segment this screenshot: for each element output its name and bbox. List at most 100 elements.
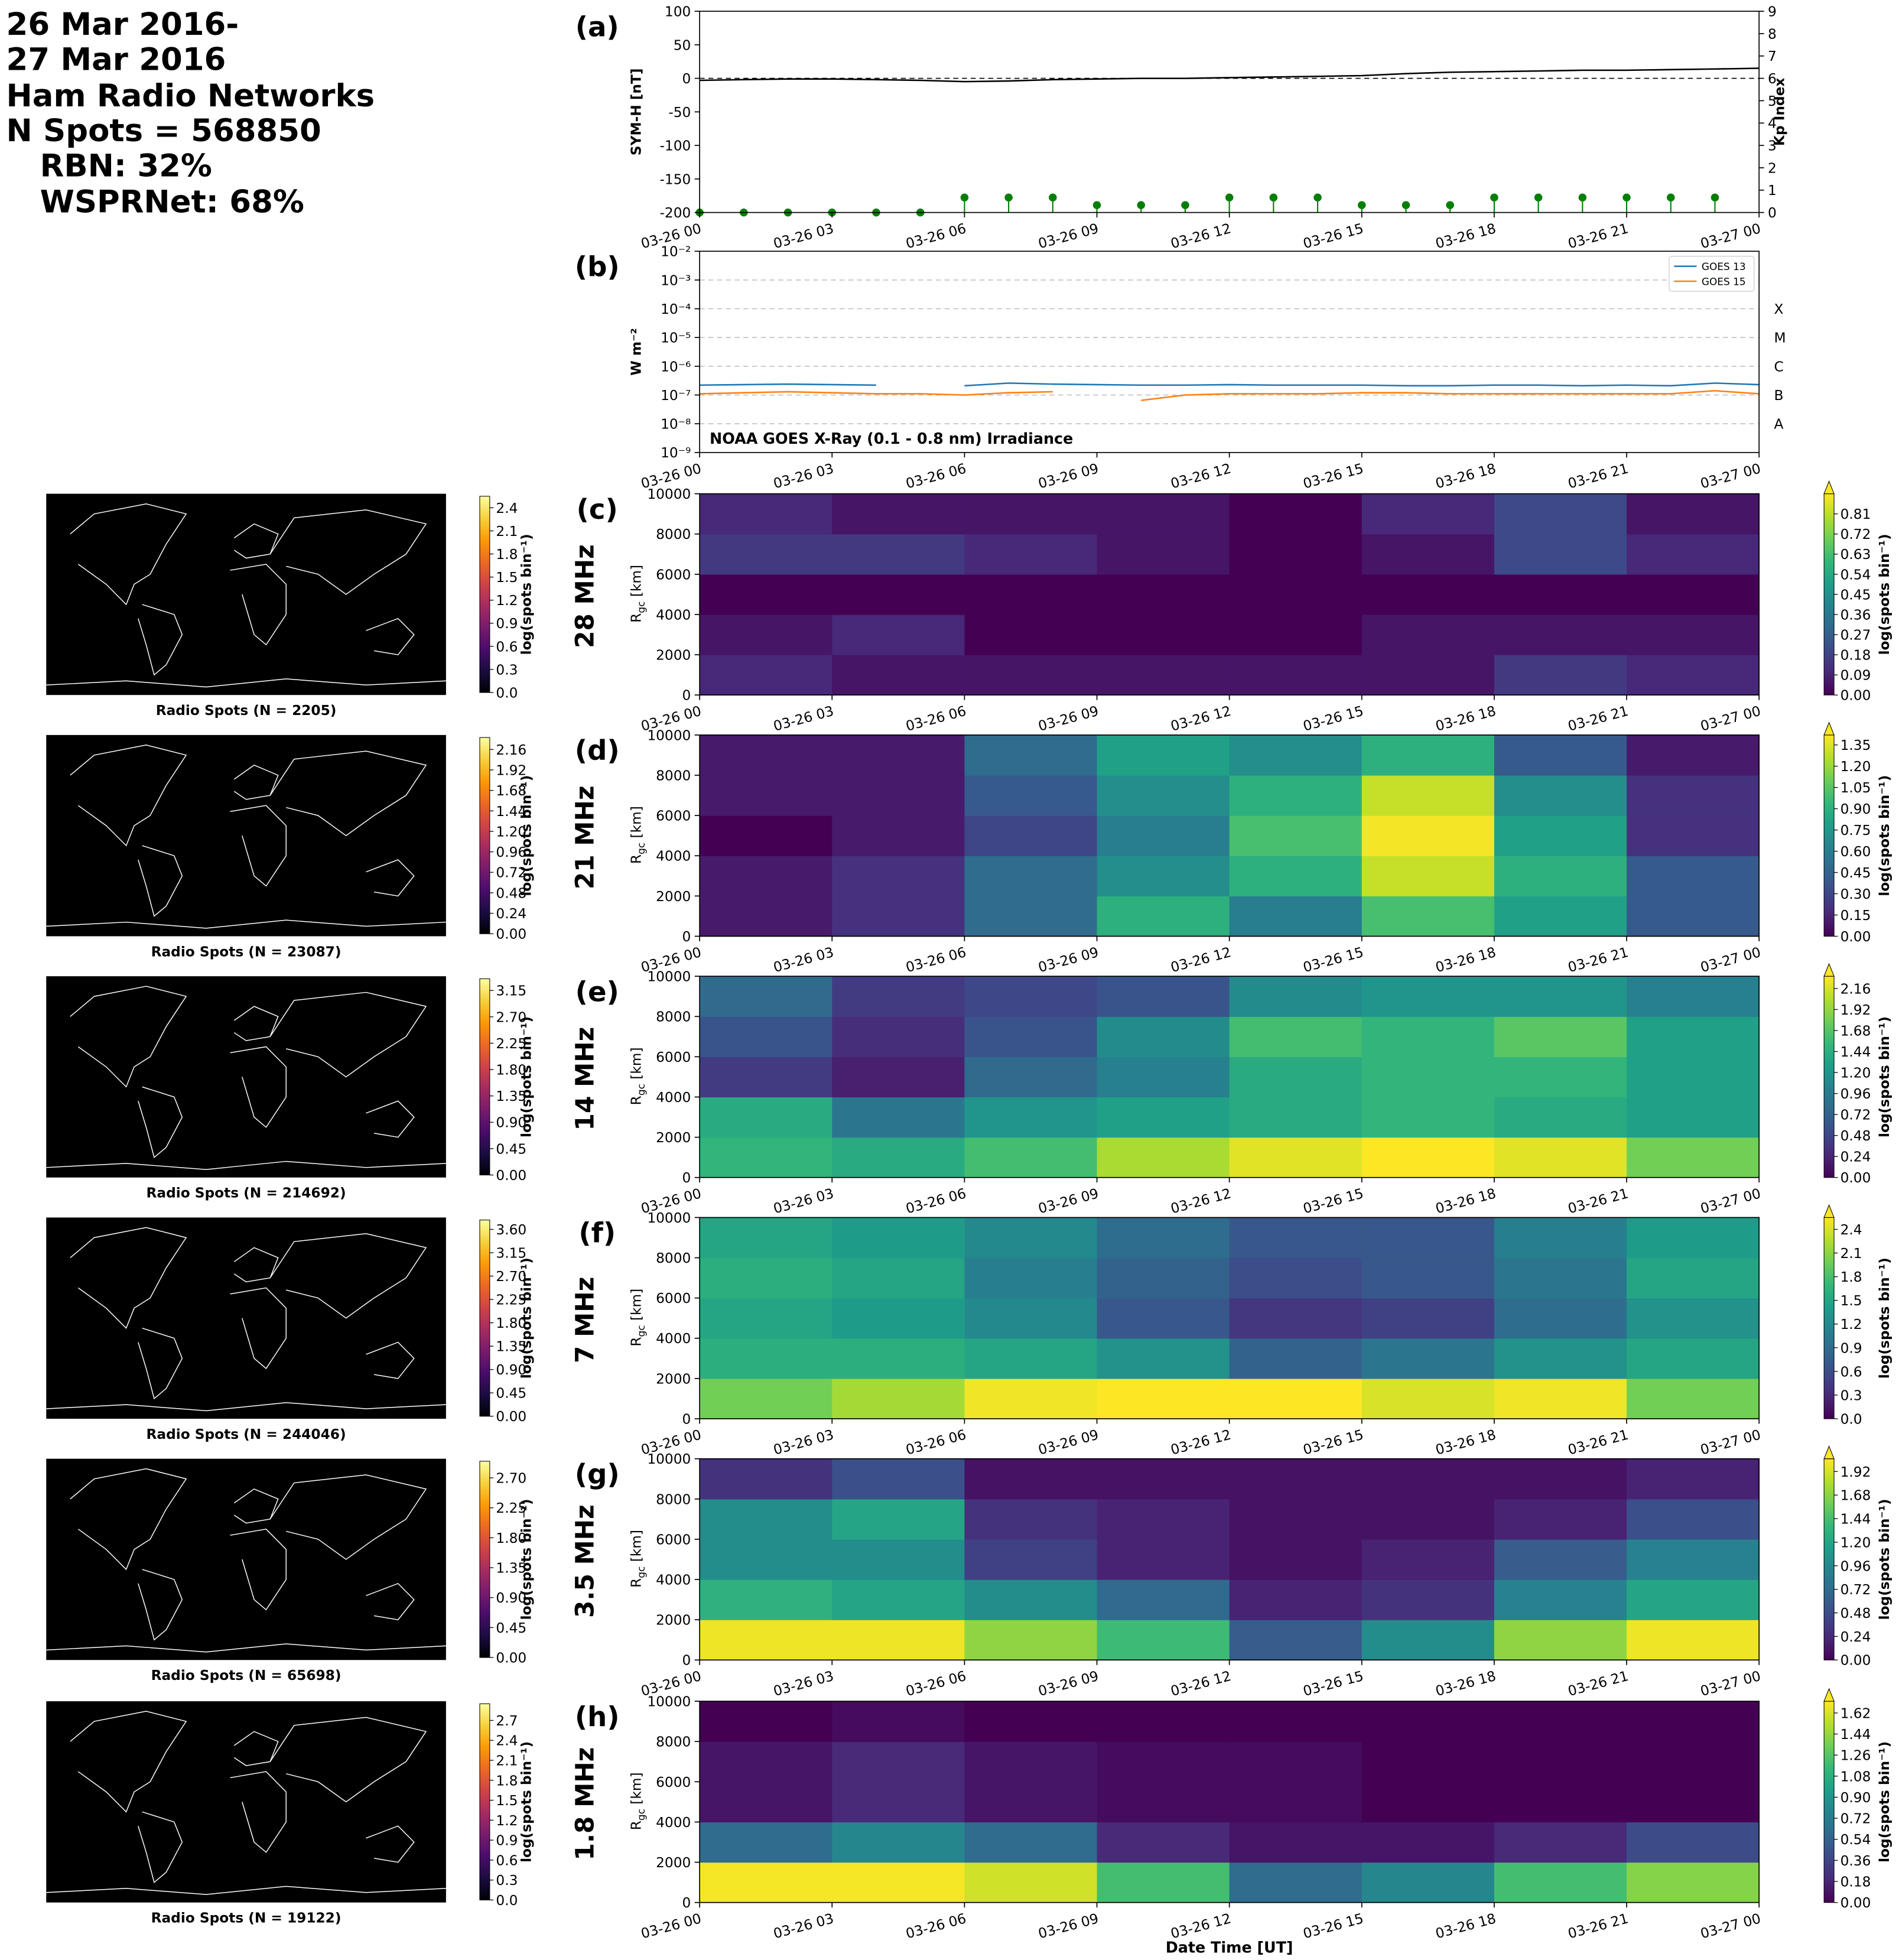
coastline <box>366 617 415 655</box>
heatmap-cell <box>700 1741 833 1782</box>
axis-label: Kp Index <box>1771 78 1787 146</box>
y-tick-label: 4000 <box>656 1090 691 1106</box>
heatmap-cell <box>832 1298 965 1339</box>
coastline <box>230 1529 287 1611</box>
colorbar <box>1823 734 1835 937</box>
heatmap-cell <box>832 1862 965 1903</box>
coastline <box>269 1474 427 1560</box>
y-tick-label: 10000 <box>647 1694 691 1710</box>
colorbar-extend <box>1823 480 1835 495</box>
heatmap-cell <box>1097 1057 1230 1098</box>
heatmap-cell <box>1627 815 1760 856</box>
y2-tick-label: 0 <box>1768 205 1777 221</box>
kp-point <box>1402 201 1410 209</box>
heatmap-cell <box>964 1097 1098 1138</box>
kp-point <box>1004 193 1013 202</box>
heatmap-cell <box>832 1579 965 1620</box>
axis-label-part: R <box>629 1578 645 1588</box>
colorbar <box>479 1220 490 1417</box>
coastline <box>46 1161 446 1170</box>
y-tick-label: 0 <box>682 71 691 87</box>
colorbar-tick-label: 0.36 <box>1841 607 1871 623</box>
heatmap-cell <box>1494 1822 1627 1863</box>
heatmap-cell <box>1494 856 1627 896</box>
colorbar-tick-label: 0.36 <box>1841 1853 1871 1869</box>
heatmap-cell <box>700 1016 833 1058</box>
heatmap-cell <box>832 1217 965 1259</box>
coastline <box>138 1811 183 1883</box>
heatmap-cell <box>964 1862 1098 1903</box>
heatmap-cell <box>1494 1499 1627 1540</box>
heatmap-cell <box>1494 1539 1627 1580</box>
y-tick-label: 6000 <box>656 567 691 583</box>
axis-label: 14 MHz <box>570 1027 599 1131</box>
y-tick-label: 8000 <box>656 1491 691 1507</box>
y2-tick-label: 4 <box>1768 116 1777 132</box>
heatmap-cell <box>1627 1782 1760 1823</box>
heatmap-cell <box>1494 1741 1627 1782</box>
map <box>46 1701 446 1903</box>
colorbar-tick-label: 1.20 <box>496 824 526 840</box>
axis-label: 28 MHz <box>570 544 599 648</box>
heatmap-cell <box>1361 493 1495 535</box>
y-tick-label: 10000 <box>647 1451 691 1467</box>
colorbar-tick-label: 0.24 <box>1841 1629 1871 1645</box>
heatmap-cell <box>832 1257 965 1299</box>
y-tick-label: 2000 <box>656 1371 691 1387</box>
heatmap-cell <box>1361 734 1495 776</box>
heatmap-cell <box>964 574 1098 615</box>
heatmap-cell <box>1627 1701 1760 1742</box>
heatmap-cell <box>1494 1338 1627 1379</box>
heatmap-cell <box>1229 1741 1363 1782</box>
y-tick-label: 6000 <box>656 1291 691 1306</box>
header-line: Ham Radio Networks <box>6 78 375 114</box>
heatmap-cell <box>1097 1137 1230 1178</box>
heatmap-cell <box>1627 574 1760 615</box>
colorbar-tick-label: 1.44 <box>1841 1512 1871 1527</box>
colorbar-tick-label: 0.90 <box>496 1115 526 1131</box>
coastline <box>233 765 279 800</box>
heatmap-cell <box>1494 1298 1627 1339</box>
heatmap-cell <box>964 1217 1098 1259</box>
coastline <box>46 919 446 929</box>
coastline <box>366 1582 415 1620</box>
y-tick-label: 0 <box>682 1411 691 1427</box>
heatmap-cell <box>1627 1620 1760 1660</box>
colorbar-tick-label: 1.92 <box>1841 1464 1871 1480</box>
y-tick-label: 8000 <box>656 1734 691 1750</box>
heatmap-cell <box>1361 1539 1495 1580</box>
heatmap-cell <box>832 574 965 615</box>
colorbar-tick-label: 3.15 <box>496 1245 526 1261</box>
colorbar <box>479 1461 490 1658</box>
axis-label: Rgc [km] <box>629 565 647 623</box>
heatmap-cell <box>1097 1701 1230 1742</box>
axis-label: log(spots bin⁻¹) <box>1877 1016 1893 1137</box>
heatmap-cell <box>1361 1217 1495 1259</box>
kp-point <box>1092 201 1101 209</box>
y2-tick-label: 2 <box>1768 160 1777 176</box>
coastline <box>138 1327 183 1400</box>
heatmap-cell <box>1627 1217 1760 1259</box>
axis-label-part: gc <box>635 1566 647 1578</box>
heatmap-cell <box>1229 1539 1363 1580</box>
map <box>46 493 446 695</box>
axis-label: Rgc [km] <box>629 1530 647 1588</box>
panel-label: (b) <box>575 251 620 283</box>
heatmap-cell <box>1627 1338 1760 1379</box>
heatmap-cell <box>1361 896 1495 937</box>
colorbar-tick-label: 2.25 <box>496 1292 526 1308</box>
heatmap-cell <box>832 493 965 535</box>
heatmap-cell <box>1494 1016 1627 1058</box>
coastline <box>233 523 279 559</box>
y2-tick-label: 8 <box>1768 26 1777 42</box>
heatmap-cell <box>1229 614 1363 655</box>
y-tick-label: -200 <box>660 205 691 221</box>
heatmap-cell <box>1494 1137 1627 1178</box>
colorbar-tick-label: 1.05 <box>1841 780 1871 796</box>
axis-label-part: R <box>629 1821 645 1830</box>
map-title: Radio Spots (N = 214692) <box>147 1185 346 1201</box>
colorbar-tick-label: 3.15 <box>496 983 526 999</box>
axis-label-part: R <box>629 613 645 623</box>
flare-class: A <box>1774 417 1784 433</box>
coastline <box>70 986 187 1088</box>
